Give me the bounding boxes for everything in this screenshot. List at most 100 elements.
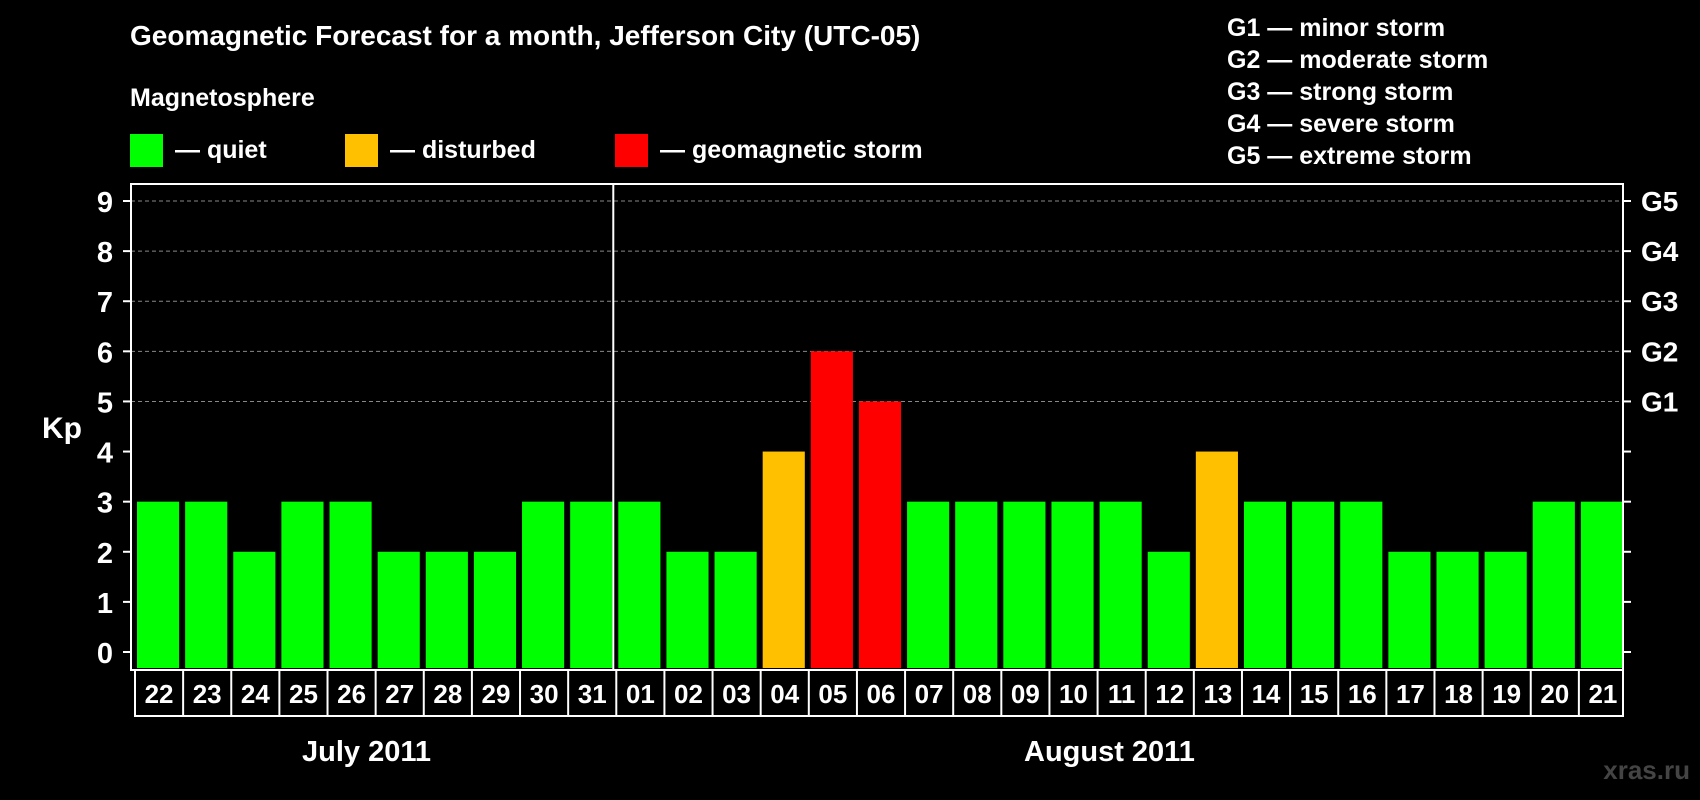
date-label: 20 [1540,679,1569,709]
legend-subtitle: Magnetosphere [130,84,315,112]
y-tick-label: 7 [97,287,113,319]
bar [618,501,661,668]
bar [1388,551,1431,668]
date-label: 02 [674,679,703,709]
date-label: 31 [578,679,607,709]
bar [810,351,853,668]
date-label: 07 [915,679,944,709]
date-label: 29 [482,679,511,709]
g-scale-label: G1 [1641,386,1678,417]
bar [1532,501,1575,668]
date-label: 12 [1155,679,1184,709]
g-scale-label: G5 [1641,186,1678,217]
legend-swatch-disturbed [345,133,378,167]
date-label: 24 [241,679,270,709]
watermark: xras.ru [1603,755,1690,785]
date-label: 19 [1492,679,1521,709]
bar [1436,551,1479,668]
y-tick-label: 5 [97,387,113,419]
legend-item-storm: — geomagnetic storm [615,133,923,167]
bar [858,401,902,668]
bar [137,501,180,668]
date-label: 11 [1108,679,1136,709]
date-label: 04 [770,679,799,709]
date-label: 23 [193,679,222,709]
date-label: 08 [963,679,992,709]
bar [281,501,324,668]
bar [1051,501,1094,668]
legend-label-quiet: — quiet [175,135,267,164]
date-label: 15 [1300,679,1329,709]
date-label: 03 [722,679,751,709]
date-label: 17 [1396,679,1425,709]
y-tick-label: 2 [97,538,113,570]
legend-label-disturbed: — disturbed [390,135,536,164]
date-label: 09 [1011,679,1040,709]
g-legend-g4: G4 — severe storm [1227,110,1455,138]
y-tick-label: 1 [97,588,113,620]
bar [1292,501,1335,668]
bar [233,551,276,668]
bar [907,501,950,668]
legend-item-disturbed: — disturbed [345,133,536,167]
bar [522,501,565,668]
bar [570,501,613,668]
bar [1340,501,1383,668]
date-label: 26 [337,679,366,709]
date-row-frame [134,669,1624,717]
bar [762,451,805,668]
bar [473,551,517,668]
date-label: 10 [1059,679,1088,709]
date-label: 30 [530,679,559,709]
legend-swatch-quiet [130,133,163,167]
date-label: 16 [1348,679,1377,709]
date-label: 27 [385,679,414,709]
bar [377,551,420,668]
g-scale-label: G4 [1641,236,1679,267]
date-label: 13 [1203,679,1232,709]
g-scale-legend: G1 — minor storm G2 — moderate storm G3 … [1227,12,1488,172]
bar [1484,551,1527,668]
y-tick-label: 4 [97,438,113,470]
date-label: 14 [1252,679,1281,709]
y-tick-label: 3 [97,488,113,520]
legend-label-storm: — geomagnetic storm [660,135,923,164]
bar [1003,501,1046,668]
bar [666,551,709,668]
bar [185,501,228,668]
bar [1243,501,1287,668]
y-tick-label: 9 [97,187,113,219]
bar [1195,451,1238,668]
date-label: 01 [626,679,655,709]
bar [329,501,372,668]
g-scale-label: G2 [1641,336,1678,367]
bar [1580,501,1623,668]
y-tick-label: 0 [97,638,113,670]
bar [425,551,468,668]
chart-title: Geomagnetic Forecast for a month, Jeffer… [130,20,921,51]
legend-item-quiet: — quiet [130,133,267,167]
date-label: 28 [433,679,462,709]
g-legend-g2: G2 — moderate storm [1227,46,1489,74]
date-label: 06 [867,679,896,709]
bar [1147,551,1190,668]
bar [955,501,998,668]
y-axis-label: Kp [42,412,82,445]
date-label: 22 [145,679,174,709]
y-tick-label: 8 [97,237,113,269]
g-legend-g5: G5 — extreme storm [1227,142,1472,170]
date-label: 25 [289,679,318,709]
g-legend-g3: G3 — strong storm [1227,78,1454,106]
bar [1099,501,1142,668]
legend-swatch-storm [615,133,648,167]
date-label: 21 [1588,679,1617,709]
g-scale-label: G3 [1641,286,1678,317]
month-label-august: August 2011 [1024,736,1195,768]
month-label-july: July 2011 [302,736,431,768]
g-legend-g1: G1 — minor storm [1227,14,1446,42]
date-label: 18 [1444,679,1473,709]
date-label: 05 [818,679,847,709]
y-tick-label: 6 [97,337,113,369]
bar [714,551,757,668]
